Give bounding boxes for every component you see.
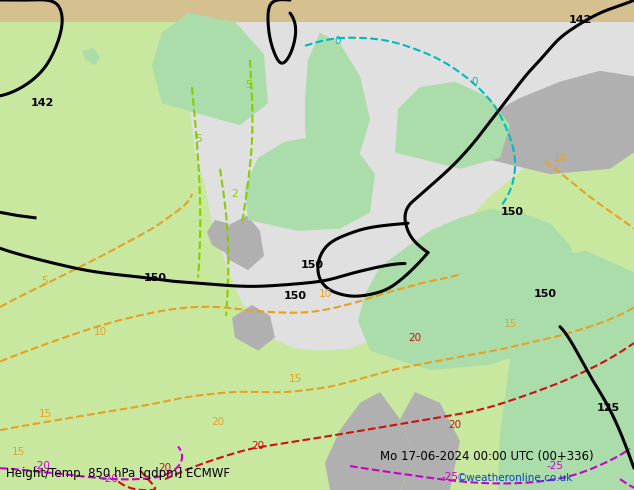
Text: 0: 0 bbox=[335, 36, 341, 47]
Polygon shape bbox=[245, 136, 375, 231]
Text: 5: 5 bbox=[195, 134, 202, 145]
Polygon shape bbox=[0, 0, 634, 22]
Polygon shape bbox=[358, 209, 580, 370]
Text: 15: 15 bbox=[39, 409, 51, 419]
Text: 2: 2 bbox=[231, 189, 238, 199]
Polygon shape bbox=[395, 82, 510, 169]
Text: -25: -25 bbox=[441, 472, 458, 482]
Text: 20: 20 bbox=[252, 441, 264, 451]
Text: 20: 20 bbox=[158, 463, 172, 473]
Polygon shape bbox=[325, 392, 415, 490]
Text: 125: 125 bbox=[597, 403, 619, 414]
Text: -20: -20 bbox=[101, 474, 119, 484]
Text: -20: -20 bbox=[34, 461, 51, 471]
Polygon shape bbox=[380, 392, 460, 490]
Polygon shape bbox=[207, 220, 232, 253]
Text: 20: 20 bbox=[448, 419, 462, 430]
Text: ©weatheronline.co.uk: ©weatheronline.co.uk bbox=[456, 473, 573, 483]
Text: 142: 142 bbox=[568, 15, 592, 24]
Polygon shape bbox=[460, 71, 634, 174]
Polygon shape bbox=[152, 13, 268, 125]
Text: 10: 10 bbox=[93, 327, 107, 337]
Text: 15: 15 bbox=[11, 447, 25, 457]
Polygon shape bbox=[221, 216, 264, 270]
Text: 10: 10 bbox=[318, 289, 332, 299]
Polygon shape bbox=[82, 48, 100, 65]
Text: 150: 150 bbox=[301, 260, 323, 270]
Text: 150: 150 bbox=[143, 272, 167, 283]
Text: 150: 150 bbox=[533, 289, 557, 299]
Text: 0: 0 bbox=[472, 76, 478, 87]
Polygon shape bbox=[498, 250, 634, 490]
Text: 150: 150 bbox=[283, 291, 306, 301]
Text: 20: 20 bbox=[211, 417, 224, 427]
Text: 10: 10 bbox=[553, 153, 567, 163]
Text: Mo 17-06-2024 00:00 UTC (00+336): Mo 17-06-2024 00:00 UTC (00+336) bbox=[380, 450, 594, 463]
Text: 142: 142 bbox=[30, 98, 54, 108]
Text: 15: 15 bbox=[503, 319, 517, 329]
Text: 15: 15 bbox=[288, 374, 302, 384]
Text: Height/Temp. 850 hPa [gdpm] ECMWF: Height/Temp. 850 hPa [gdpm] ECMWF bbox=[6, 467, 230, 480]
Text: -25: -25 bbox=[547, 461, 564, 471]
Text: 20: 20 bbox=[408, 333, 422, 343]
Text: 5: 5 bbox=[245, 80, 251, 90]
Polygon shape bbox=[305, 33, 370, 169]
Text: 5: 5 bbox=[42, 276, 48, 286]
Text: 150: 150 bbox=[500, 207, 524, 218]
Polygon shape bbox=[232, 305, 275, 351]
